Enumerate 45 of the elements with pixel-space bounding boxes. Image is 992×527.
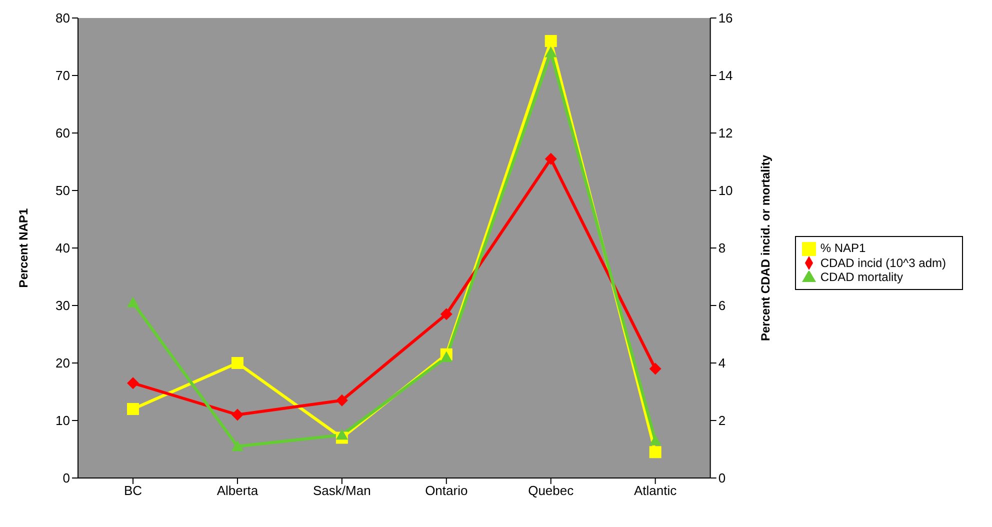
y2-tick-label: 16 <box>718 10 733 26</box>
y2-tick-label: 10 <box>718 183 733 198</box>
y-tick-label: 80 <box>56 10 70 26</box>
point <box>231 408 244 421</box>
x-tick-label: Ontario <box>425 483 468 498</box>
y2-tick-label: 2 <box>718 413 726 428</box>
legend-label: CDAD mortality <box>820 270 904 284</box>
point <box>544 46 557 58</box>
y2-axis-title: Percent CDAD incid. or mortality <box>758 154 773 342</box>
y-tick-label: 60 <box>56 126 70 141</box>
x-tick-label: Alberta <box>216 483 259 498</box>
legend-label: CDAD incid (10^3 adm) <box>820 256 946 270</box>
point <box>127 296 139 308</box>
point <box>127 377 139 390</box>
y2-tick-label: 6 <box>718 298 726 314</box>
x-tick-label: Sask/Man <box>313 483 371 498</box>
y-tick-label: 70 <box>56 68 70 84</box>
y-tick-label: 10 <box>56 413 70 428</box>
point <box>336 394 348 406</box>
point <box>649 434 662 446</box>
y2-tick-label: 8 <box>718 240 726 256</box>
y-tick-label: 40 <box>56 240 70 256</box>
y-tick-label: 30 <box>56 298 70 314</box>
point <box>544 35 557 47</box>
point <box>336 428 348 440</box>
x-tick-label: BC <box>124 483 142 498</box>
y-tick-label: 0 <box>62 470 70 486</box>
y2-tick-label: 12 <box>718 126 733 141</box>
x-tick-label: Atlantic <box>634 483 678 498</box>
point <box>231 440 244 452</box>
point <box>649 446 662 458</box>
point <box>127 403 139 415</box>
point <box>440 308 452 320</box>
point <box>440 351 452 362</box>
y-axis-title: Percent NAP1 <box>16 208 30 288</box>
y-tick-label: 20 <box>56 356 70 371</box>
x-tick-label: Quebec <box>528 483 574 498</box>
point <box>231 357 244 369</box>
point <box>544 152 557 165</box>
y2-tick-label: 0 <box>718 470 726 486</box>
point <box>649 362 662 375</box>
y-tick-label: 50 <box>56 183 70 198</box>
y2-tick-label: 4 <box>718 356 726 371</box>
y2-tick-label: 14 <box>718 68 733 84</box>
legend-label: % NAP1 <box>820 240 866 255</box>
